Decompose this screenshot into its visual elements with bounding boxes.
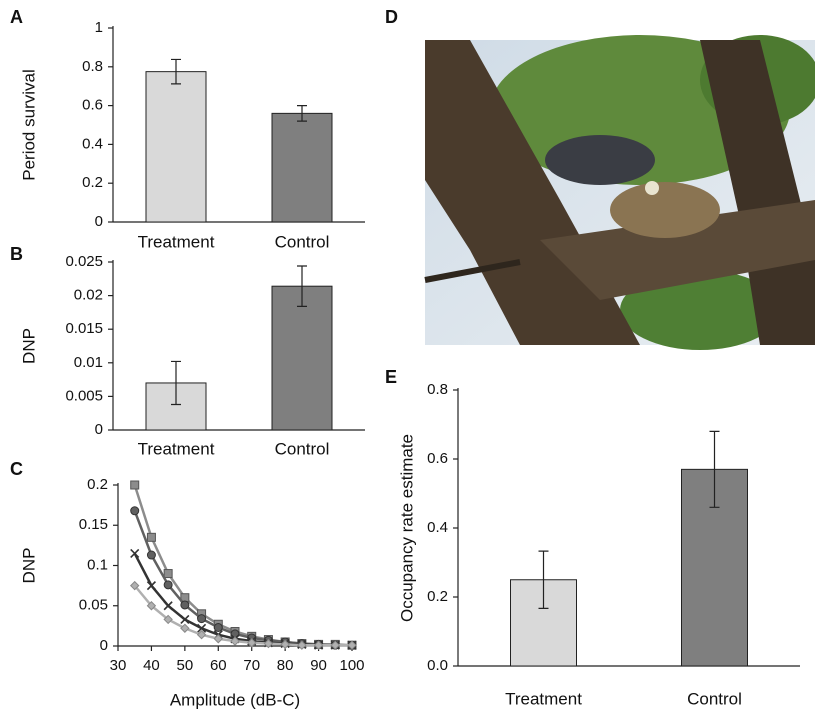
- marker: [131, 507, 139, 515]
- y-tick-label: 0.6: [427, 450, 448, 467]
- panel-label: B: [10, 244, 23, 264]
- y-tick-label: 0.015: [65, 320, 103, 337]
- x-tick-label: Control: [275, 439, 330, 458]
- y-tick-label: 0.005: [65, 387, 103, 404]
- y-tick-label: 0.15: [79, 516, 108, 533]
- egg: [645, 181, 659, 195]
- y-axis-label: Period survival: [19, 69, 38, 181]
- y-tick-label: 0.02: [74, 287, 103, 304]
- marker: [147, 533, 155, 541]
- y-tick-label: 0: [100, 637, 108, 654]
- x-axis-label: Amplitude (dB-C): [170, 690, 300, 709]
- y-tick-label: 0.4: [82, 135, 103, 152]
- x-tick-label: Control: [275, 232, 330, 251]
- marker: [164, 581, 172, 589]
- y-tick-label: 0: [95, 213, 103, 230]
- y-tick-label: 0.2: [87, 476, 108, 493]
- photo: [425, 35, 815, 350]
- x-tick-label: 90: [310, 657, 327, 674]
- panel-label: A: [10, 7, 23, 27]
- x-tick-label: 60: [210, 657, 227, 674]
- y-tick-label: 0.05: [79, 597, 108, 614]
- x-tick-label: 100: [339, 657, 364, 674]
- y-tick-label: 0.2: [82, 174, 103, 191]
- marker: [147, 551, 155, 559]
- x-tick-label: 30: [110, 657, 127, 674]
- x-tick-label: 50: [177, 657, 194, 674]
- marker: [198, 615, 206, 623]
- y-tick-label: 0.6: [82, 97, 103, 114]
- marker: [181, 615, 189, 623]
- marker: [181, 601, 189, 609]
- y-axis-label: DNP: [19, 328, 38, 364]
- x-tick-label: Treatment: [138, 439, 215, 458]
- panel-label: C: [10, 459, 23, 479]
- y-tick-label: 0.1: [87, 556, 108, 573]
- x-tick-label: 40: [143, 657, 160, 674]
- x-tick-label: Treatment: [505, 689, 582, 708]
- series-line: [135, 553, 352, 645]
- marker: [147, 582, 155, 590]
- y-tick-label: 0.025: [65, 253, 103, 270]
- bar: [272, 286, 332, 430]
- y-axis-label: Occupancy rate estimate: [397, 434, 416, 622]
- marker: [164, 570, 172, 578]
- x-tick-label: 70: [243, 657, 260, 674]
- y-tick-label: 0.01: [74, 354, 103, 371]
- marker: [131, 549, 139, 557]
- panel-label: E: [385, 367, 397, 387]
- x-tick-label: Control: [687, 689, 742, 708]
- y-tick-label: 0.0: [427, 657, 448, 674]
- figure: D A Period survival 0 0.2 0.4 0.6 0.8 1 Treatmen…: [0, 0, 815, 713]
- nest: [610, 182, 720, 238]
- y-tick-label: 0: [95, 421, 103, 438]
- marker: [214, 623, 222, 631]
- x-tick-label: Treatment: [138, 232, 215, 251]
- y-tick-label: 0.4: [427, 519, 448, 536]
- bar: [272, 113, 332, 222]
- y-axis-label: DNP: [19, 548, 38, 584]
- marker: [131, 481, 139, 489]
- y-tick-label: 0.8: [82, 58, 103, 75]
- panel-label: D: [385, 7, 398, 27]
- marker: [164, 602, 172, 610]
- y-tick-label: 1: [95, 19, 103, 36]
- x-tick-label: 80: [277, 657, 294, 674]
- y-tick-label: 0.8: [427, 381, 448, 398]
- bird: [545, 135, 655, 185]
- y-tick-label: 0.2: [427, 588, 448, 605]
- bar: [146, 72, 206, 222]
